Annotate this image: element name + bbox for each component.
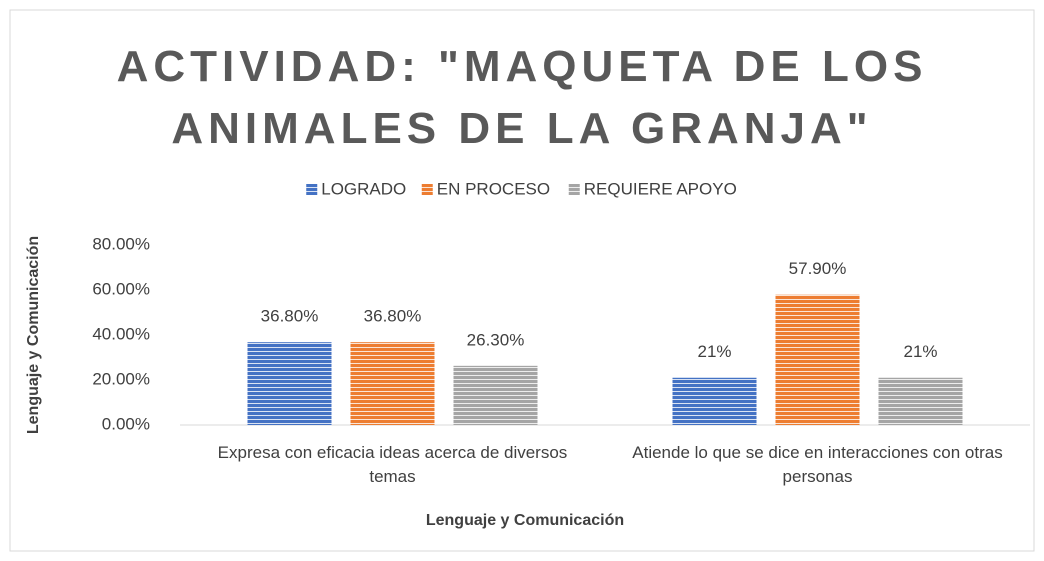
legend-label: REQUIERE APOYO — [584, 179, 737, 198]
y-tick-label: 60.00% — [92, 279, 150, 298]
legend-swatch — [421, 184, 433, 195]
legend-label: LOGRADO — [321, 179, 406, 198]
bar — [878, 377, 963, 425]
data-label: 21% — [697, 342, 731, 361]
data-label: 26.30% — [467, 330, 525, 349]
legend-label: EN PROCESO — [437, 179, 550, 198]
bar — [350, 342, 435, 425]
data-label: 36.80% — [261, 307, 319, 326]
bar — [672, 377, 757, 425]
x-axis-label: Lenguaje y Comunicación — [426, 512, 624, 529]
chart-title: ACTIVIDAD: "MAQUETA DE LOS ANIMALES DE L… — [116, 42, 928, 153]
y-tick-label: 40.00% — [92, 324, 150, 343]
y-tick-label: 20.00% — [92, 369, 150, 388]
data-label: 57.90% — [789, 259, 847, 278]
y-tick-label: 0.00% — [102, 414, 150, 433]
bar — [247, 342, 332, 425]
bar — [453, 365, 538, 425]
y-axis-label: Lenguaje y Comunicación — [25, 236, 42, 434]
data-label: 36.80% — [364, 307, 422, 326]
data-label: 21% — [903, 342, 937, 361]
legend-swatch — [568, 184, 580, 195]
chart-border — [9, 9, 1035, 552]
bar — [775, 294, 860, 425]
x-tick-label: Atiende lo que se dice en interacciones … — [632, 443, 1003, 486]
x-tick-label: Expresa con eficacia ideas acerca de div… — [217, 443, 568, 486]
y-tick-label: 80.00% — [92, 234, 150, 253]
legend-swatch — [306, 184, 318, 195]
